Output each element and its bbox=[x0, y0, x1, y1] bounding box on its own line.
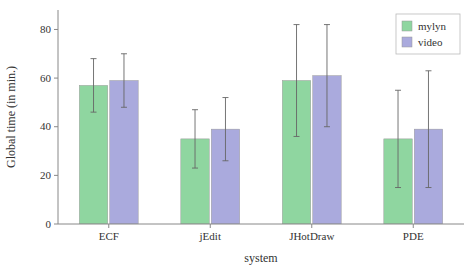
error-bar bbox=[222, 98, 228, 161]
bars bbox=[79, 25, 442, 224]
legend-label: mylyn bbox=[418, 20, 447, 32]
legend-swatch bbox=[402, 21, 412, 31]
x-tick bbox=[108, 224, 109, 228]
error-cap bbox=[222, 160, 228, 161]
y-tick bbox=[54, 224, 58, 225]
error-bar bbox=[91, 59, 97, 112]
x-tick bbox=[311, 224, 312, 228]
x-tick bbox=[210, 224, 211, 228]
error-cap bbox=[324, 24, 330, 25]
y-tick-label: 80 bbox=[40, 23, 52, 35]
x-axis-line bbox=[58, 224, 464, 225]
error-cap bbox=[425, 70, 431, 71]
error-bar bbox=[395, 90, 401, 187]
legend: mylyn video bbox=[396, 14, 460, 54]
error-stem bbox=[123, 54, 124, 108]
error-cap bbox=[324, 126, 330, 127]
error-bar bbox=[425, 71, 431, 188]
legend-box bbox=[396, 14, 460, 54]
error-stem bbox=[296, 25, 297, 137]
x-axis-label: system bbox=[244, 251, 278, 265]
y-tick bbox=[54, 175, 58, 176]
y-tick bbox=[54, 78, 58, 79]
x-tick-label: jEdit bbox=[199, 230, 221, 242]
error-bar bbox=[192, 110, 198, 168]
chart-container: 0 20 40 60 80 ECF jEdit JHotDraw PDE system Global… bbox=[0, 0, 474, 268]
y-axis-line bbox=[58, 10, 59, 224]
error-cap bbox=[294, 24, 300, 25]
error-cap bbox=[222, 97, 228, 98]
x-tick-label: JHotDraw bbox=[289, 230, 334, 242]
legend-label: video bbox=[418, 36, 443, 48]
x-tick-label: ECF bbox=[99, 230, 119, 242]
error-stem bbox=[326, 25, 327, 127]
error-cap bbox=[395, 187, 401, 188]
error-stem bbox=[398, 90, 399, 187]
error-cap bbox=[91, 58, 97, 59]
error-bar bbox=[294, 25, 300, 137]
y-tick-label: 0 bbox=[46, 218, 52, 230]
y-tick-label: 40 bbox=[40, 120, 52, 132]
error-bar bbox=[121, 54, 127, 108]
error-bar bbox=[324, 25, 330, 127]
error-stem bbox=[428, 71, 429, 188]
legend-swatch bbox=[402, 37, 412, 47]
y-axis-label: Global time (in min.) bbox=[4, 66, 18, 168]
error-cap bbox=[91, 112, 97, 113]
y-tick-label: 20 bbox=[40, 169, 52, 181]
y-tick bbox=[54, 29, 58, 30]
y-tick bbox=[54, 126, 58, 127]
y-tick-label: 60 bbox=[40, 72, 52, 84]
error-cap bbox=[425, 187, 431, 188]
error-cap bbox=[395, 90, 401, 91]
x-tick bbox=[413, 224, 414, 228]
error-stem bbox=[225, 98, 226, 161]
error-cap bbox=[121, 53, 127, 54]
error-cap bbox=[294, 136, 300, 137]
x-tick-label: PDE bbox=[403, 230, 424, 242]
error-cap bbox=[192, 109, 198, 110]
error-cap bbox=[192, 168, 198, 169]
error-stem bbox=[195, 110, 196, 168]
error-cap bbox=[121, 107, 127, 108]
error-stem bbox=[93, 59, 94, 112]
chart: 0 20 40 60 80 ECF jEdit JHotDraw PDE system Global… bbox=[0, 0, 474, 268]
